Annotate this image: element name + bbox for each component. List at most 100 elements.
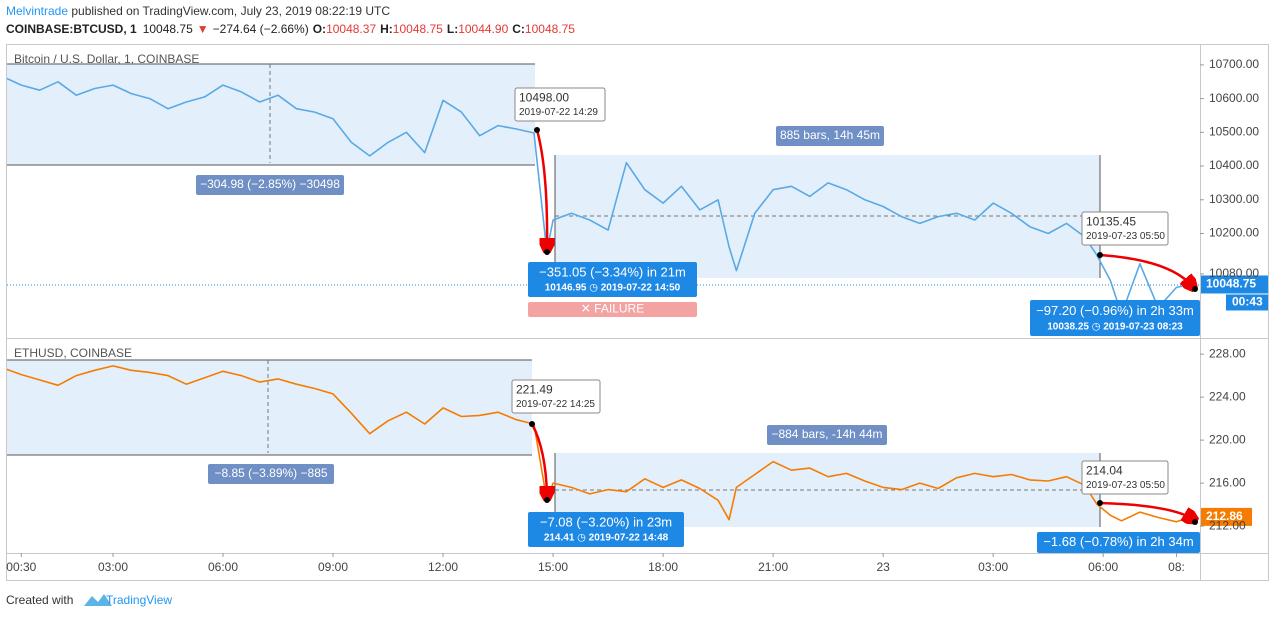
annotation-text: −351.05 (−3.34%) in 21m: [539, 265, 686, 280]
y-tick-label: 228.00: [1209, 346, 1246, 360]
annotation-text: 10135.45: [1086, 215, 1136, 229]
arrow: [530, 423, 547, 496]
y-tick-label: 10500.00: [1209, 125, 1259, 139]
x-tick-label: 15:00: [538, 560, 568, 574]
ohlc-label: O:: [313, 22, 326, 36]
price-label-box: [1200, 507, 1252, 526]
anchor: [534, 127, 540, 133]
annotation-text: −7.08 (−3.20%) in 23m: [540, 515, 672, 530]
change: −274.64 (−2.66%): [213, 22, 309, 36]
price-label: 10048.75: [1206, 277, 1256, 291]
annotation-box: [1081, 460, 1169, 495]
anchor: [1097, 252, 1103, 258]
ohlc-value: 10048.37: [326, 22, 376, 36]
annotation-text: 214.41 ◷ 2019-07-22 14:48: [544, 533, 669, 544]
brand[interactable]: TradingView: [106, 593, 172, 607]
pane-title: Bitcoin / U.S. Dollar, 1, COINBASE: [14, 52, 199, 66]
annotation-text: −8.85 (−3.89%) −885: [214, 466, 327, 480]
series-layer: [6, 77, 1191, 523]
price-line-series: [6, 365, 1191, 523]
annotation-text: 221.49: [516, 383, 553, 397]
y-tick-label: 224.00: [1209, 389, 1246, 403]
arrow: [535, 129, 547, 248]
y-tick-label: 220.00: [1209, 432, 1246, 446]
price-label-box: [1200, 275, 1268, 294]
price-line-series: [6, 77, 1191, 316]
anchor: [1097, 500, 1103, 506]
x-tick-label: 06:00: [208, 560, 238, 574]
annotation-text: −97.20 (−0.96%) in 2h 33m: [1036, 303, 1194, 318]
x-tick-label: 18:00: [648, 560, 678, 574]
anchor: [1192, 519, 1198, 525]
anchor: [544, 497, 550, 503]
arrow: [1099, 501, 1193, 519]
ohlc-value: 10048.75: [525, 22, 575, 36]
x-tick-label: 23: [876, 560, 890, 574]
annotation-box: [1030, 300, 1200, 336]
annotation-text: 10146.95 ◷ 2019-07-22 14:50: [545, 283, 681, 294]
author[interactable]: Melvintrade: [6, 4, 68, 18]
annotation-box: [528, 302, 697, 317]
annotation-box: [196, 175, 344, 195]
countdown: 00:43: [1232, 295, 1263, 309]
pane-title: ETHUSD, COINBASE: [14, 346, 132, 360]
ohlc-value: 10044.90: [458, 22, 508, 36]
direction: ▼: [197, 22, 209, 36]
countdown-box: [1226, 294, 1268, 311]
annotation-box: [511, 379, 601, 414]
x-tick-label: 08:: [1168, 560, 1185, 574]
x-tick-label: 00:30: [6, 560, 36, 574]
anchor: [1192, 286, 1198, 292]
x-tick-label: 12:00: [428, 560, 458, 574]
x-tick-label: 03:00: [98, 560, 128, 574]
annotation-box: [528, 512, 684, 547]
annotation-text: 2019-07-23 05:50: [1086, 480, 1165, 491]
annotation-text: 10498.00: [519, 91, 569, 105]
y-tick-label: 10600.00: [1209, 91, 1259, 105]
annotation-text: 2019-07-22 14:29: [519, 107, 598, 118]
annotation-text: 885 bars, 14h 45m: [780, 128, 880, 142]
annotation-text: 2019-07-23 05:50: [1086, 231, 1165, 242]
chart-frame: [6, 44, 1269, 581]
annotation-text: 10038.25 ◷ 2019-07-23 08:23: [1047, 321, 1183, 332]
annotation-box: [1081, 211, 1169, 246]
overlay: 10498.00 2019-07-22 14:29 885 bars, 14h 45…: [196, 87, 1268, 553]
annotation-box: [776, 126, 884, 146]
anchor: [529, 421, 535, 427]
annotation-text: ✕ FAILURE: [581, 302, 644, 316]
symbol: COINBASE:BTCUSD, 1: [6, 22, 137, 36]
logo: [84, 594, 112, 606]
y-tick-label: 212.00: [1209, 518, 1246, 532]
range-box: [555, 155, 1100, 278]
annotation-box: [1037, 532, 1200, 553]
annotation-box: [208, 464, 334, 484]
y-tick-label: 10080.00: [1209, 266, 1259, 280]
x-tick-label: 09:00: [318, 560, 348, 574]
publish-info: published on TradingView.com, July 23, 2…: [68, 4, 390, 18]
range-box: [7, 360, 532, 455]
annotation-text: −884 bars, -14h 44m: [771, 427, 882, 441]
y-tick-label: 10200.00: [1209, 226, 1259, 240]
x-tick-label: 03:00: [978, 560, 1008, 574]
price-label: 212.86: [1206, 509, 1243, 523]
y-tick-label: 10400.00: [1209, 158, 1259, 172]
annotation-box: [514, 87, 606, 122]
x-tick-label: 06:00: [1088, 560, 1118, 574]
annotation-box: [528, 262, 697, 297]
ohlc-value: 10048.75: [393, 22, 443, 36]
publish-line: Melvintrade published on TradingView.com…: [6, 4, 390, 18]
ohlc-label: H:: [380, 22, 393, 36]
x-tick-label: 21:00: [758, 560, 788, 574]
ohlc-label: C:: [512, 22, 525, 36]
drawings: [7, 63, 1200, 527]
annotation-text: 2019-07-22 14:25: [516, 399, 595, 410]
range-box: [7, 64, 535, 165]
annotation-text: −304.98 (−2.85%) −30498: [200, 177, 340, 191]
annotation-box: [767, 425, 887, 445]
arrow: [1099, 253, 1192, 286]
y-tick-label: 216.00: [1209, 475, 1246, 489]
annotation-text: −1.68 (−0.78%) in 2h 34m: [1043, 534, 1193, 549]
y-tick-label: 10300.00: [1209, 192, 1259, 206]
y-tick-label: 10700.00: [1209, 57, 1259, 71]
